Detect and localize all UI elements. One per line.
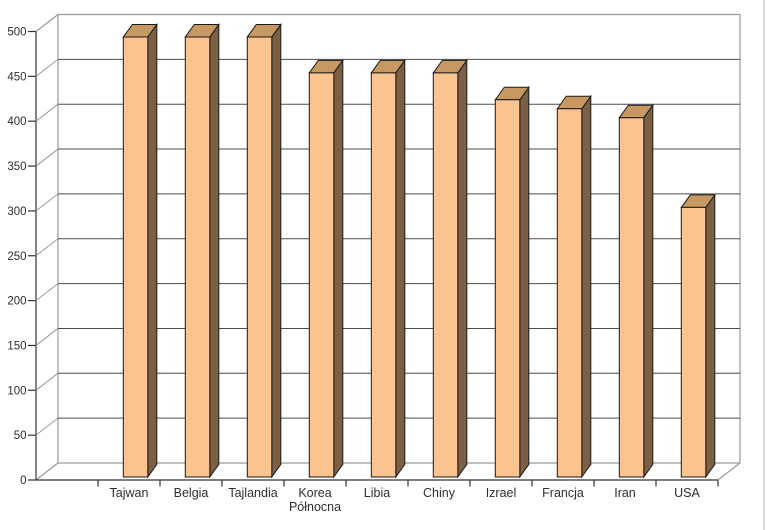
bar-belgia — [184, 22, 220, 479]
bar-front-face — [618, 117, 645, 478]
y-tick-diagonal — [35, 238, 59, 257]
x-tick-label: USA — [674, 486, 700, 500]
y-tick-diagonal — [35, 103, 59, 122]
bar-izrael — [494, 85, 530, 479]
bar-iran — [618, 103, 654, 479]
x-tick-label: Belgia — [174, 486, 209, 500]
y-tick-label: 0 — [20, 475, 26, 487]
y-tick-diagonal — [35, 148, 59, 167]
bar-usa — [680, 193, 716, 479]
y-tick-label: 200 — [7, 296, 26, 308]
bar-side-face — [209, 22, 220, 479]
x-tick-label: Tajlandia — [228, 486, 277, 500]
y-tick-diagonal — [35, 58, 59, 77]
y-tick-label: 50 — [14, 430, 27, 442]
y-tick-label: 250 — [7, 251, 26, 263]
x-tick-label: Francja — [542, 486, 584, 500]
y-tick-diagonal — [35, 193, 59, 212]
bar-francja — [556, 94, 592, 479]
x-tick-label: Tajwan — [110, 486, 149, 500]
bar-front-face — [556, 108, 583, 478]
y-tick-label: 400 — [7, 116, 26, 128]
x-tick-label: Izrael — [486, 486, 517, 500]
bar-side-face — [581, 94, 592, 479]
bar-front-face — [308, 72, 335, 478]
y-tick-label: 100 — [7, 385, 26, 397]
y-tick-diagonal — [35, 283, 59, 301]
x-tick-label: Korea — [298, 486, 331, 500]
bar-chiny — [432, 58, 468, 479]
bar-side-face — [457, 58, 468, 479]
y-tick-diagonal — [35, 372, 59, 391]
y-tick-label: 500 — [7, 27, 26, 39]
bar-side-face — [147, 22, 158, 479]
bar-front-face — [432, 72, 459, 478]
y-tick-label: 350 — [7, 161, 26, 173]
x-tick-label: Północna — [289, 500, 341, 514]
x-tick-label: Libia — [364, 486, 390, 500]
y-tick-diagonal — [35, 417, 59, 436]
bar-side-face — [395, 58, 406, 479]
bar-tajwan — [122, 22, 158, 479]
x-tick-label: Iran — [614, 486, 636, 500]
x-tick-label: Chiny — [423, 486, 456, 500]
y-tick-diagonal — [35, 328, 59, 346]
bar-front-face — [370, 72, 397, 478]
floor-left-edge — [35, 462, 59, 481]
bar-front-face — [494, 99, 521, 478]
bar-side-face — [333, 58, 344, 479]
floor-right-edge — [717, 462, 741, 481]
bar-front-face — [680, 206, 707, 478]
bar-side-face — [705, 193, 716, 479]
y-tick-label: 150 — [7, 340, 26, 352]
bar-front-face — [246, 36, 273, 478]
y-tick-label: 300 — [7, 206, 26, 218]
wall-top-slant — [35, 14, 59, 32]
bar-libia — [370, 58, 406, 479]
bar-tajlandia — [246, 22, 282, 479]
bar-front-face — [184, 36, 211, 478]
bar-side-face — [643, 103, 654, 479]
bar-side-face — [271, 22, 282, 479]
bar-side-face — [519, 85, 530, 479]
bar-korea-północna — [308, 58, 344, 479]
bar-front-face — [122, 36, 149, 478]
y-tick-label: 450 — [7, 71, 26, 83]
